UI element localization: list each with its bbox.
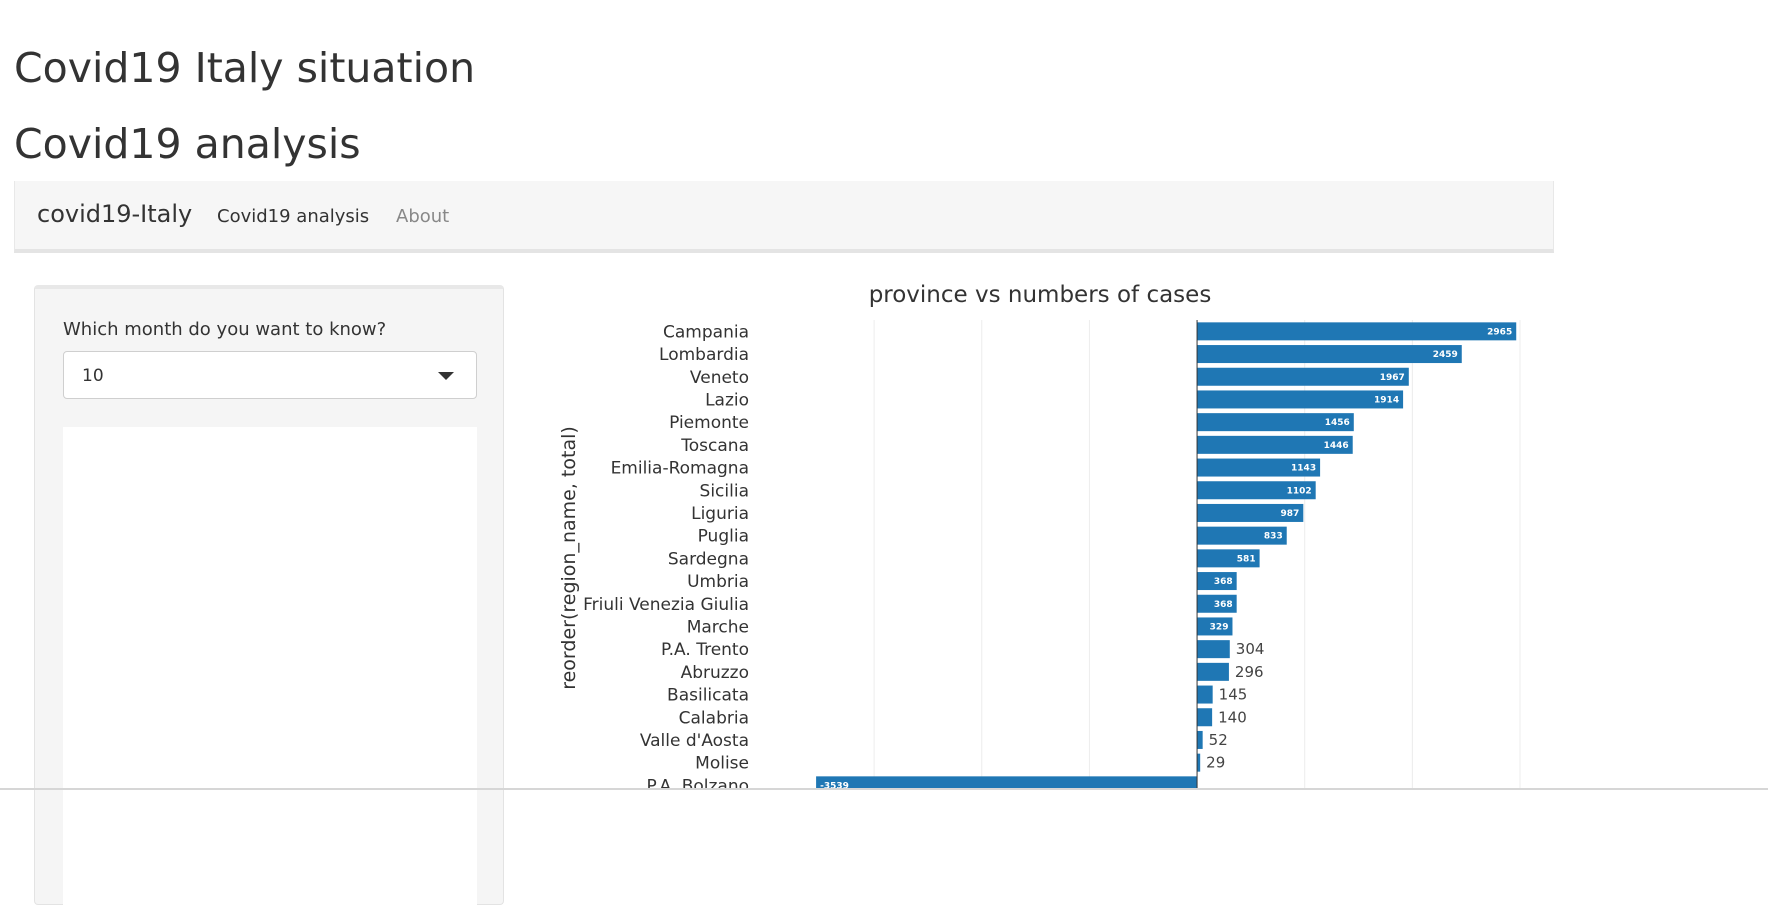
chart-bar [1197, 640, 1230, 659]
chart-category-label: Puglia [698, 527, 749, 547]
chart-bar [1197, 322, 1517, 341]
page-title: Covid19 Italy situation [14, 44, 476, 92]
chart-bar [1197, 617, 1233, 636]
sidebar-panel: Which month do you want to know? 10 [34, 285, 504, 907]
chart-category-label: Umbria [687, 572, 749, 592]
chart-data-label: 140 [1218, 708, 1247, 726]
chart-y-axis-label: reorder(region_name, total) [558, 426, 580, 690]
chart-data-label: 1446 [1324, 441, 1349, 451]
chart-bar [1197, 435, 1353, 454]
chart-bar [1197, 685, 1213, 704]
chart-bar [1197, 503, 1304, 522]
chart-bar [1197, 753, 1201, 772]
chart-category-label: P.A. Bolzano [647, 776, 749, 788]
chart-category-label: Lombardia [659, 345, 749, 365]
chart-data-label: 296 [1235, 663, 1264, 681]
sidebar-output-area [63, 427, 477, 907]
chart-data-label: 1102 [1287, 486, 1312, 496]
chart-category-label: Campania [663, 322, 749, 342]
chart-category-label: Marche [687, 617, 749, 637]
chart-category-label: P.A. Trento [661, 640, 749, 660]
chart-data-label: 1143 [1291, 464, 1316, 474]
chart-category-label: Molise [695, 754, 749, 774]
navbar: covid19-Italy Covid19 analysis About [14, 181, 1554, 253]
chart-data-label: 52 [1209, 731, 1228, 749]
chart-data-label: -3539 [820, 781, 849, 788]
chart-bar [1197, 549, 1260, 568]
tab-about[interactable]: About [396, 206, 450, 227]
month-select-label: Which month do you want to know? [63, 319, 387, 340]
chart-category-label: Valle d'Aosta [640, 731, 749, 751]
chart-category-label: Emilia-Romagna [611, 459, 749, 479]
chart-data-label: 2965 [1487, 327, 1512, 337]
tab-covid19-analysis[interactable]: Covid19 analysis [217, 206, 370, 227]
month-select[interactable]: 10 [63, 351, 477, 399]
chart-bar [1197, 413, 1354, 432]
chart-bar [1197, 367, 1409, 386]
chart-bar [1197, 708, 1213, 727]
chart-data-label: 145 [1219, 686, 1248, 704]
chart-data-label: 29 [1206, 754, 1225, 772]
chart-category-label: Sardegna [668, 549, 749, 569]
chart-title: province vs numbers of cases [869, 282, 1212, 308]
chart-category-label: Basilicata [667, 686, 749, 706]
chart-bar [816, 776, 1198, 788]
chart-data-label: 304 [1236, 640, 1265, 658]
chart-bar [1197, 481, 1316, 500]
chart-data-label: 1967 [1380, 373, 1405, 383]
chart-labels: 2965 2459 1967 1914 1456 1446 1143 1102 987 833 58… [820, 327, 1512, 788]
chart-category-label: Abruzzo [681, 663, 749, 683]
chart-bar [1197, 345, 1462, 364]
navbar-brand[interactable]: covid19-Italy [37, 200, 193, 228]
chart-category-label: Piemonte [669, 413, 749, 433]
chart-bar [1197, 662, 1229, 681]
chart-category-label: Veneto [690, 368, 749, 388]
chart-category-label: Friuli Venezia Giulia [583, 595, 749, 615]
page-subtitle: Covid19 analysis [14, 120, 361, 168]
chart-data-label: 368 [1214, 600, 1233, 610]
chart-data-label: 368 [1214, 577, 1233, 587]
chart-category-label: Calabria [679, 708, 749, 728]
chart-bars [816, 322, 1517, 788]
chart-data-label: 833 [1264, 532, 1283, 542]
page-bottom-divider [0, 788, 1768, 790]
month-select-value: 10 [82, 366, 104, 386]
chart-data-label: 987 [1281, 509, 1300, 519]
chart-data-label: 329 [1210, 622, 1229, 632]
chart-category-label: Liguria [691, 504, 749, 524]
chart-data-label: 581 [1237, 554, 1256, 564]
chart-bar [1197, 390, 1404, 409]
chart-bar [1197, 572, 1237, 591]
chart-category-label: Sicilia [700, 481, 749, 501]
chart-data-label: 1456 [1325, 418, 1350, 428]
chart-bar [1197, 730, 1203, 749]
chart-category-label: Toscana [680, 436, 749, 456]
bar-chart: 2965 2459 1967 1914 1456 1446 1143 1102 987 833 58… [558, 282, 1521, 788]
chevron-down-icon [438, 372, 454, 380]
chart-bar [1197, 526, 1287, 545]
chart-data-label: 2459 [1433, 350, 1458, 360]
chart-data-label: 1914 [1374, 395, 1399, 405]
chart-category-label: Lazio [705, 390, 749, 410]
chart-bar [1197, 594, 1237, 613]
chart-bar [1197, 458, 1321, 477]
